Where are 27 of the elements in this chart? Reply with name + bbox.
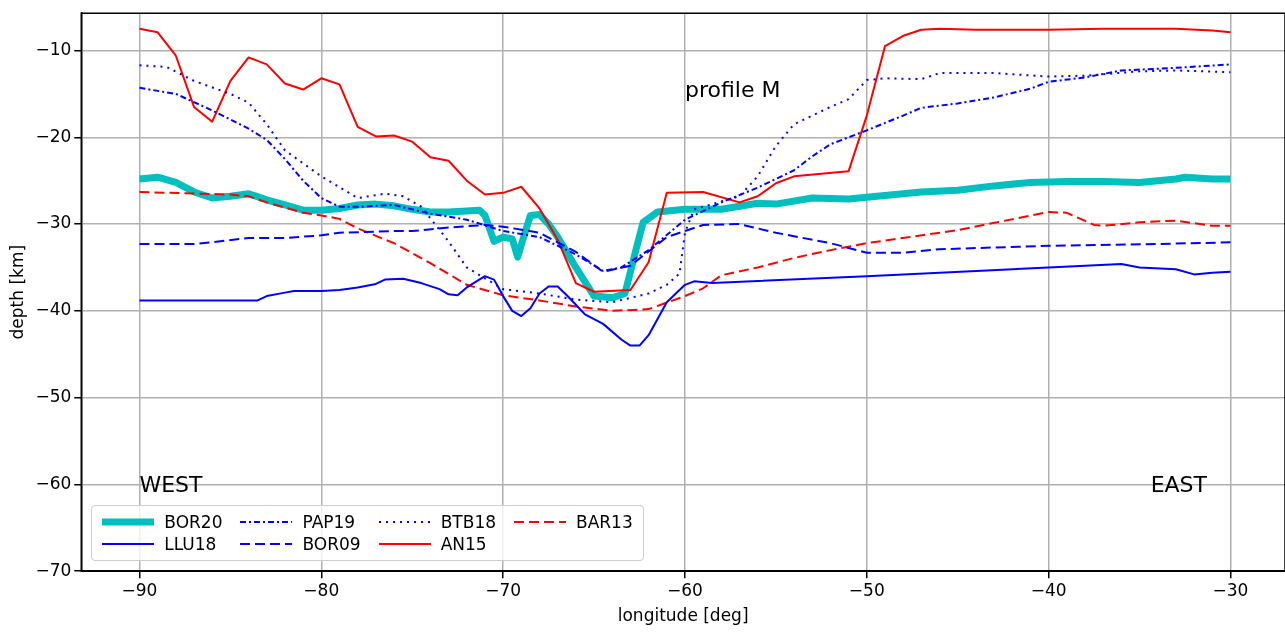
legend-label: PAP19 — [302, 512, 356, 533]
legend-label: LLU18 — [164, 534, 217, 555]
x-tick-label: −90 — [121, 579, 158, 600]
x-tick-label: −60 — [667, 579, 703, 600]
y-tick-label: −50 — [35, 386, 72, 407]
x-tick-label: −40 — [1030, 579, 1067, 600]
legend-label: BAR13 — [576, 512, 633, 533]
legend-label: BTB18 — [440, 512, 497, 533]
y-tick-label: −30 — [35, 212, 72, 233]
y-tick-label: −70 — [35, 559, 72, 580]
x-axis-title: longitude [deg] — [617, 605, 749, 626]
annotation: EAST — [1150, 472, 1208, 498]
x-tick-label: −50 — [848, 579, 885, 600]
legend-label: BOR09 — [302, 534, 361, 555]
annotation: WEST — [139, 472, 204, 498]
y-tick-label: −10 — [35, 38, 72, 59]
y-tick-label: −40 — [35, 299, 72, 320]
y-tick-label: −60 — [35, 472, 72, 493]
legend-label: AN15 — [440, 534, 487, 555]
y-tick-label: −20 — [35, 125, 72, 146]
y-axis-title: depth [km] — [6, 244, 27, 340]
legend-label: BOR20 — [164, 512, 223, 533]
x-tick-label: −70 — [485, 579, 522, 600]
x-tick-label: −30 — [1212, 579, 1249, 600]
x-tick-label: −80 — [303, 579, 340, 600]
annotation: profile M — [684, 77, 781, 103]
line-series — [138, 190, 1232, 312]
